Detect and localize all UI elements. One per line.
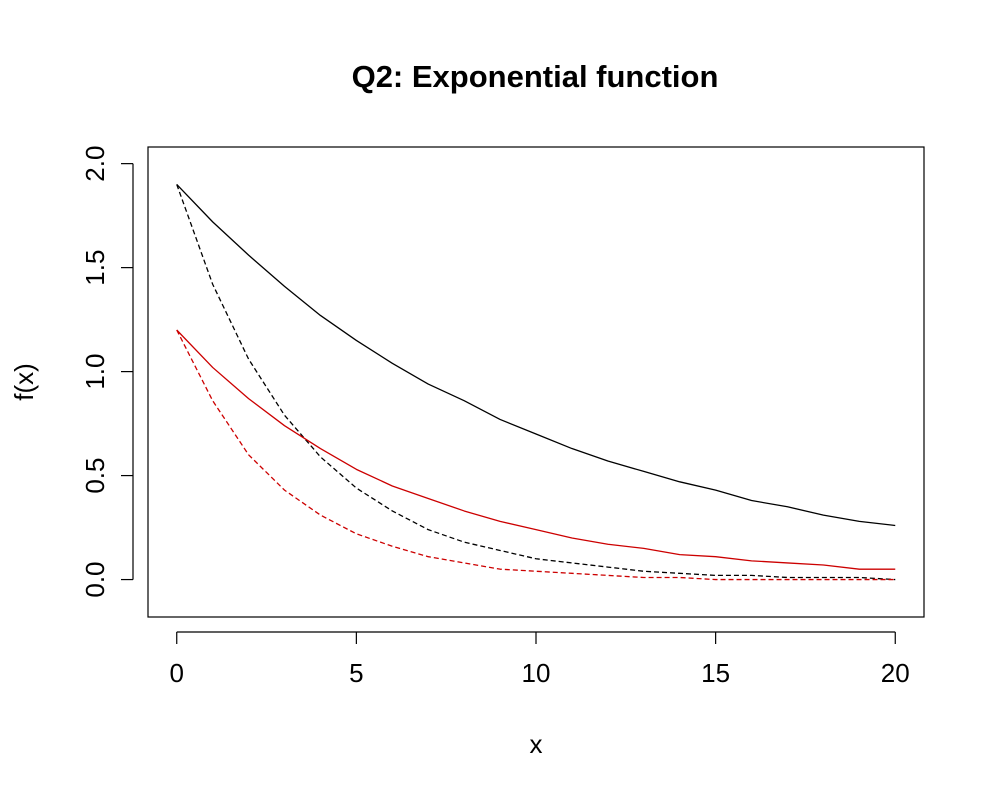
x-tick-label: 10 bbox=[522, 658, 551, 688]
series-layer bbox=[176, 183, 896, 581]
y-tick-label: 0.0 bbox=[80, 561, 110, 597]
x-tick-label: 20 bbox=[881, 658, 910, 688]
plot-frame bbox=[147, 146, 925, 618]
x-tick-label: 15 bbox=[701, 658, 730, 688]
y-tick-label: 1.5 bbox=[80, 250, 110, 286]
y-tick-label: 0.5 bbox=[80, 458, 110, 494]
x-tick-label: 0 bbox=[170, 658, 184, 688]
y-tick-label: 2.0 bbox=[80, 146, 110, 182]
x-axis: 0 5 10 15 20 bbox=[170, 631, 910, 688]
y-axis: 0.0 0.5 1.0 1.5 2.0 bbox=[80, 146, 134, 598]
series-line-4 bbox=[176, 329, 896, 581]
x-tick-label: 5 bbox=[349, 658, 363, 688]
series-line-3 bbox=[176, 329, 896, 570]
series-line-1 bbox=[176, 183, 896, 527]
x-axis-label: x bbox=[530, 729, 543, 759]
y-tick-label: 1.0 bbox=[80, 354, 110, 390]
chart-title: Q2: Exponential function bbox=[352, 59, 719, 94]
series-line-2 bbox=[176, 184, 896, 581]
y-axis-label: f(x) bbox=[9, 363, 39, 401]
